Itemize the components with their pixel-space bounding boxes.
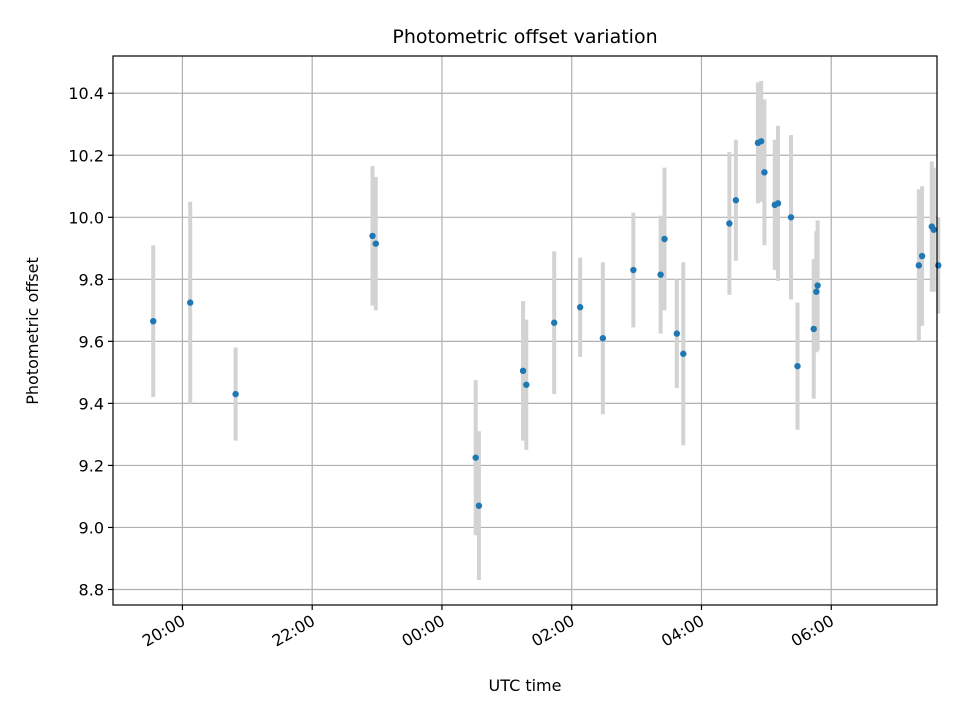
data-point [661, 235, 668, 243]
y-tick-label: 10.2 [68, 146, 104, 165]
data-point [814, 282, 821, 289]
data-point [150, 317, 157, 325]
data-point [519, 367, 527, 375]
data-point [630, 266, 637, 274]
data-point [187, 299, 194, 306]
data-point [372, 240, 379, 247]
data-point [930, 226, 937, 233]
data-point [918, 252, 926, 260]
y-axis-title: Photometric offset [23, 257, 42, 405]
y-tick-label: 8.8 [79, 580, 104, 599]
data-point [369, 232, 376, 240]
data-point [550, 319, 558, 326]
x-axis-title: UTC time [489, 676, 562, 695]
data-point [726, 220, 733, 227]
y-tick-label: 10.0 [68, 208, 104, 227]
y-tick-label: 10.4 [68, 84, 104, 103]
data-point [810, 325, 817, 333]
data-point [757, 138, 765, 145]
data-point [761, 169, 768, 176]
data-point [576, 304, 584, 311]
data-point [794, 362, 801, 370]
data-point [680, 350, 687, 357]
data-point [774, 200, 782, 207]
data-point [523, 381, 530, 388]
data-point [915, 262, 923, 269]
data-points [150, 138, 942, 509]
data-point [787, 214, 795, 221]
data-point [935, 262, 942, 269]
data-point [472, 454, 479, 461]
chart-title: Photometric offset variation [392, 26, 657, 48]
y-tick-label: 9.8 [79, 270, 104, 289]
data-point [475, 502, 483, 509]
data-point [657, 271, 664, 278]
data-point [673, 330, 681, 337]
y-tick-label: 9.2 [79, 456, 104, 475]
data-point [732, 197, 740, 204]
plot-frame [112, 55, 938, 606]
data-point [232, 390, 239, 398]
y-tick-label: 9.0 [79, 518, 104, 537]
y-tick-label: 9.4 [79, 394, 104, 413]
y-tick-label: 9.6 [79, 332, 104, 351]
data-point [813, 288, 820, 295]
data-point [599, 335, 607, 342]
y-axis-ticks: 8.8 9.0 9.2 9.4 9.6 9.8 10.0 10.2 10.4 [68, 84, 113, 599]
